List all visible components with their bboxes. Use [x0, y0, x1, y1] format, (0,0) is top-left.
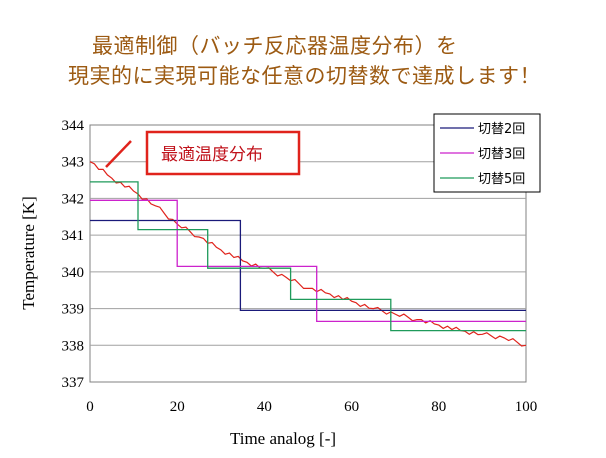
series-line — [89, 161, 527, 347]
legend-label: 切替3回 — [478, 147, 525, 162]
legend-label: 切替2回 — [478, 122, 525, 137]
y-tick-label: 337 — [62, 375, 85, 391]
x-tick-label: 60 — [344, 399, 359, 415]
x-tick-label: 40 — [257, 399, 272, 415]
legend-label: 切替5回 — [478, 172, 525, 187]
x-tick-label: 0 — [86, 399, 94, 415]
series-line — [90, 219, 526, 312]
annotation-label: 最適温度分布 — [161, 145, 263, 165]
y-tick-label: 343 — [62, 155, 85, 171]
header-line-2: 現実的に実現可能な任意の切替数で達成します！ — [68, 64, 541, 88]
x-tick-label: 100 — [515, 399, 538, 415]
x-axis-label: Time analog [-] — [230, 429, 336, 448]
x-tick-label: 80 — [431, 399, 446, 415]
series-line — [90, 199, 526, 323]
x-tick-label: 20 — [170, 399, 185, 415]
y-axis-label: Temperature [K] — [19, 196, 38, 310]
series-line — [90, 181, 526, 332]
annotation-box — [145, 130, 301, 176]
y-tick-label: 338 — [62, 338, 85, 354]
y-tick-label: 340 — [62, 265, 85, 281]
header-line-1: 最適制御（バッチ反応器温度分布）を — [92, 34, 458, 58]
y-tick-label: 344 — [62, 118, 85, 134]
annotation-arrow — [105, 140, 132, 168]
y-tick-label: 341 — [62, 228, 85, 244]
y-tick-label: 342 — [62, 191, 85, 207]
y-tick-label: 339 — [62, 302, 85, 318]
